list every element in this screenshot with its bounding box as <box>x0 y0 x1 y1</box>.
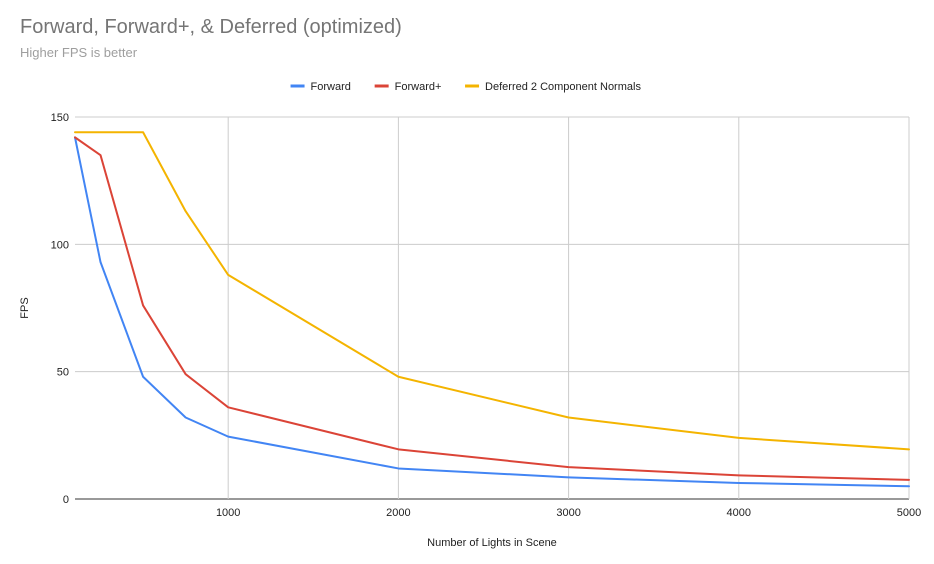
x-tick-label: 3000 <box>556 507 580 519</box>
legend-label: Forward+ <box>395 81 442 93</box>
x-tick-label: 2000 <box>386 507 410 519</box>
legend-label: Forward <box>311 81 351 93</box>
y-tick-label: 0 <box>63 494 69 506</box>
legend-item-0: Forward <box>290 81 351 93</box>
legend-item-2: Deferred 2 Component Normals <box>465 81 641 93</box>
legend-label: Deferred 2 Component Normals <box>485 81 641 93</box>
x-tick-label: 4000 <box>727 507 751 519</box>
x-axis-ticks: 1000 2000 3000 4000 5000 <box>216 507 921 519</box>
chart-subtitle: Higher FPS is better <box>20 45 138 60</box>
chart-title: Forward, Forward+, & Deferred (optimized… <box>20 16 402 38</box>
x-axis-title: Number of Lights in Scene <box>427 537 557 549</box>
y-tick-label: 150 <box>51 112 69 124</box>
series-line-0 <box>74 136 910 488</box>
legend: Forward Forward+ Deferred 2 Component Norm… <box>290 81 641 93</box>
y-axis-ticks: 0 50 100 150 <box>51 112 69 506</box>
series-lines <box>74 131 910 488</box>
series-line-1 <box>74 136 910 481</box>
legend-item-1: Forward+ <box>374 81 442 93</box>
series-line-2 <box>74 131 910 451</box>
y-tick-label: 100 <box>51 239 69 251</box>
y-tick-label: 50 <box>57 367 69 379</box>
x-tick-label: 1000 <box>216 507 240 519</box>
grid <box>75 116 910 500</box>
x-tick-label: 5000 <box>897 507 921 519</box>
y-axis-title: FPS <box>19 297 31 318</box>
